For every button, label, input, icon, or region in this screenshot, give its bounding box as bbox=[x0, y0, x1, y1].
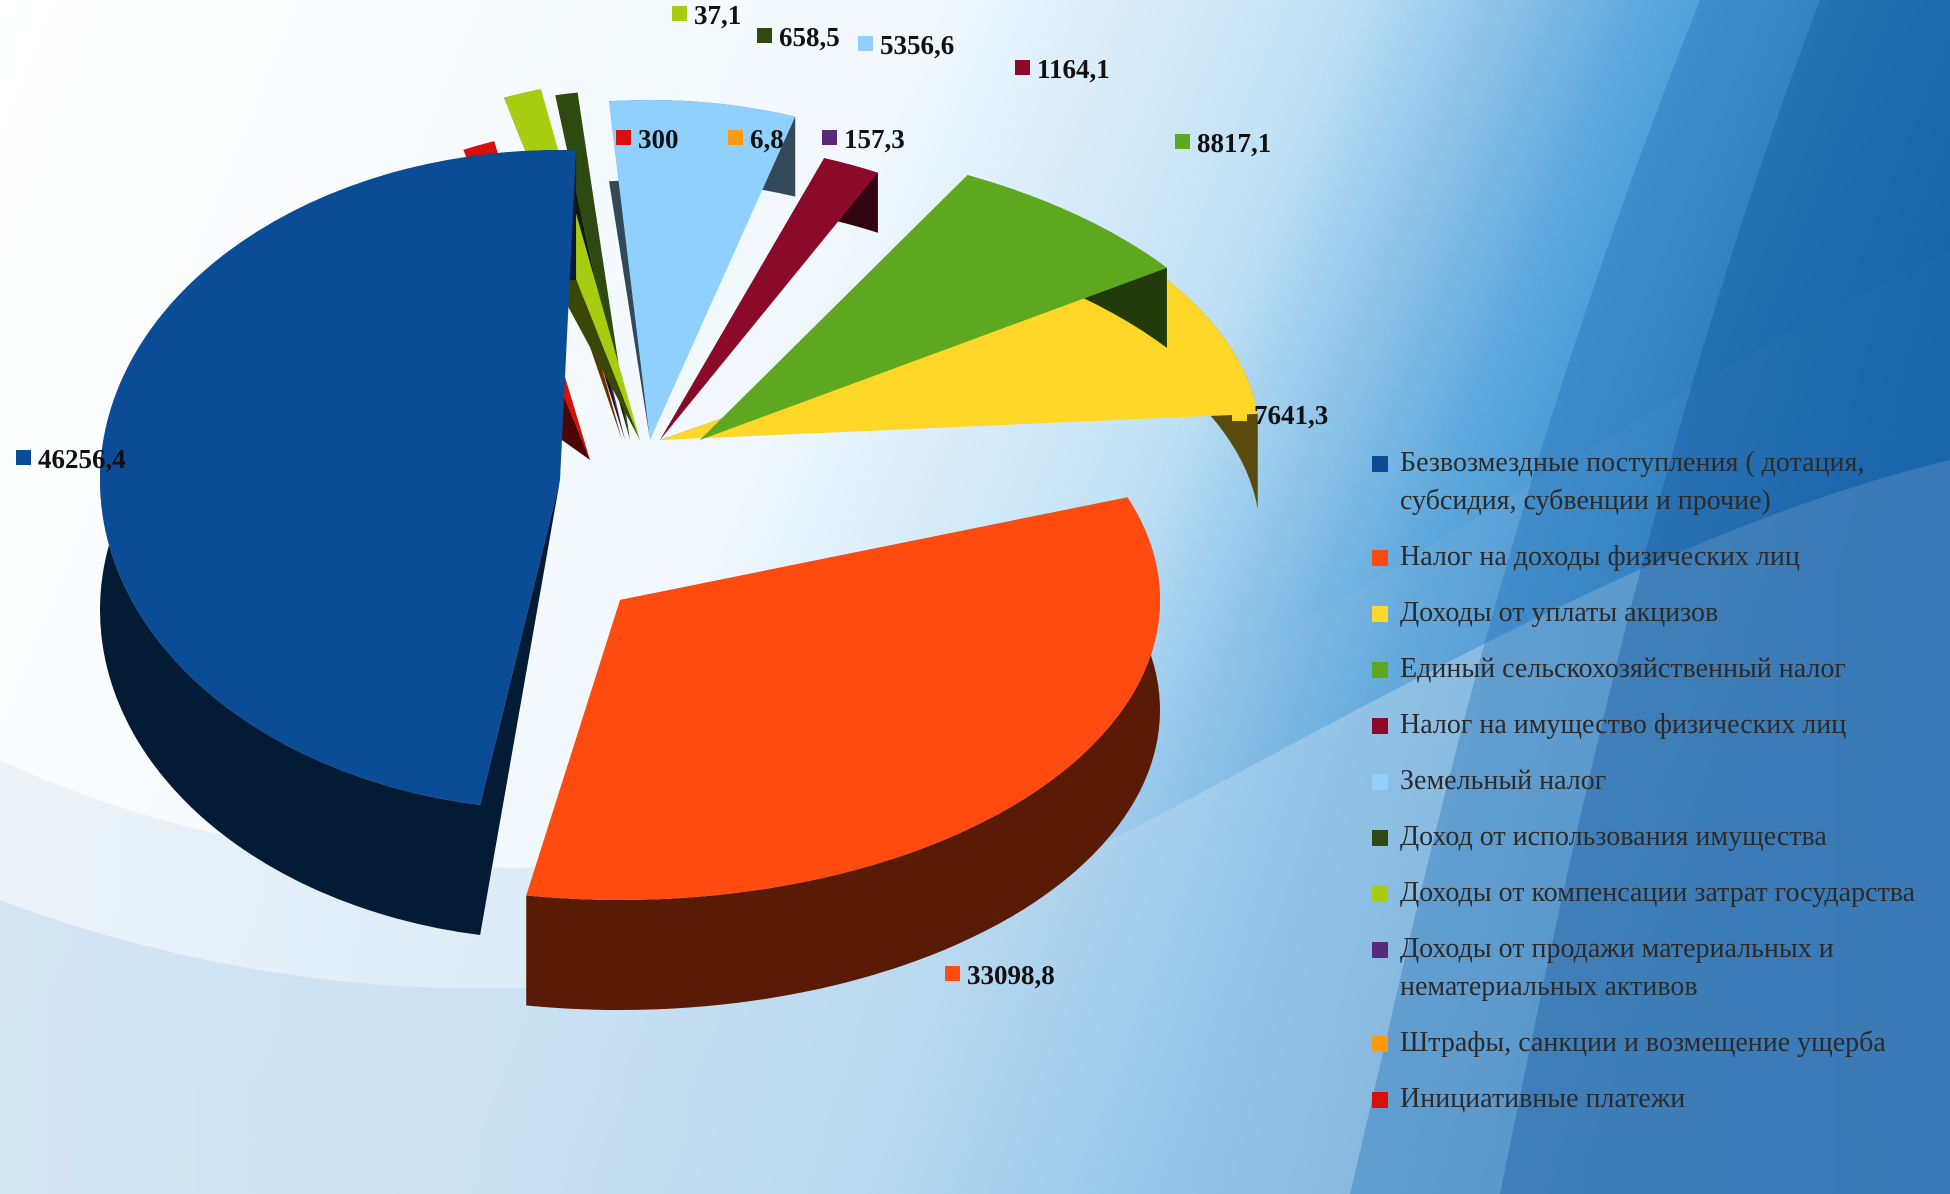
data-label-безвозмездные-поступления-дотация-субсидия-субвенции-и-прочие: 46256,4 bbox=[16, 444, 126, 474]
legend-swatch bbox=[1372, 942, 1388, 958]
slice-налог-на-доходы-физических-лиц bbox=[526, 497, 1160, 1011]
data-label-налог-на-доходы-физических-лиц: 33098,8 bbox=[945, 960, 1055, 990]
legend-item: Инициативные платежи bbox=[1368, 1080, 1948, 1118]
slice-top bbox=[700, 175, 1167, 440]
pie-slices bbox=[100, 89, 1258, 1011]
legend-item: Штрафы, санкции и возмещение ущерба bbox=[1368, 1024, 1948, 1062]
legend-label: Доходы от уплаты акцизов bbox=[1400, 597, 1719, 628]
data-label-штрафы-санкции-и-возмещение-ущерба: 6,8 bbox=[728, 124, 784, 154]
chart-legend: Безвозмездные поступления ( дотация, суб… bbox=[1368, 444, 1948, 1136]
data-label-доходы-от-уплаты-акцизов: 7641,3 bbox=[1232, 400, 1328, 430]
data-label-swatch bbox=[858, 36, 873, 51]
data-label-swatch bbox=[728, 130, 743, 145]
slice-безвозмездные-поступления-дотация-субсидия-субвенции-и-прочие bbox=[100, 150, 577, 935]
data-label-text: 1164,1 bbox=[1037, 54, 1110, 84]
data-label-text: 37,1 bbox=[694, 0, 741, 30]
legend-label: Безвозмездные поступления ( дотация, суб… bbox=[1400, 447, 1865, 516]
slice-side bbox=[526, 497, 1160, 1011]
legend-item: Доходы от уплаты акцизов bbox=[1368, 594, 1948, 632]
legend-swatch bbox=[1372, 886, 1388, 902]
data-label-text: 7641,3 bbox=[1254, 400, 1328, 430]
data-label-инициативные-платежи: 300 bbox=[616, 124, 679, 154]
legend-item: Налог на имущество физических лиц bbox=[1368, 706, 1948, 744]
data-label-swatch bbox=[757, 28, 772, 43]
legend-label: Налог на доходы физических лиц bbox=[1400, 541, 1800, 572]
data-label-swatch bbox=[822, 130, 837, 145]
data-label-text: 658,5 bbox=[779, 22, 840, 52]
data-label-доходы-от-продажи-материальных-и-нематериальных-активов: 157,3 bbox=[822, 124, 905, 154]
legend-item: Налог на доходы физических лиц bbox=[1368, 538, 1948, 576]
legend-item: Земельный налог bbox=[1368, 762, 1948, 800]
slice-земельный-налог bbox=[609, 99, 796, 440]
legend-label: Доход от использования имущества bbox=[1400, 821, 1827, 852]
data-label-swatch bbox=[1015, 60, 1030, 75]
data-label-swatch bbox=[672, 6, 687, 21]
legend-item: Безвозмездные поступления ( дотация, суб… bbox=[1368, 444, 1948, 520]
data-label-доходы-от-компенсации-затрат-государства: 37,1 bbox=[672, 0, 741, 30]
data-label-text: 157,3 bbox=[844, 124, 905, 154]
data-label-text: 6,8 bbox=[750, 124, 784, 154]
data-label-text: 8817,1 bbox=[1197, 128, 1271, 158]
legend-label: Штрафы, санкции и возмещение ущерба bbox=[1400, 1027, 1886, 1058]
legend-item: Единый сельскохозяйственный налог bbox=[1368, 650, 1948, 688]
legend-swatch bbox=[1372, 1092, 1388, 1108]
data-label-swatch bbox=[1175, 134, 1190, 149]
slice-top bbox=[609, 99, 796, 440]
data-label-text: 5356,6 bbox=[880, 30, 954, 60]
data-label-swatch bbox=[945, 966, 960, 981]
data-label-swatch bbox=[16, 450, 31, 465]
legend-label: Земельный налог bbox=[1400, 765, 1607, 796]
slice-налог-на-имущество-физических-лиц bbox=[660, 158, 878, 440]
data-label-налог-на-имущество-физических-лиц: 1164,1 bbox=[1015, 54, 1110, 84]
data-label-swatch bbox=[616, 130, 631, 145]
legend-label: Доходы от продажи материальных и нематер… bbox=[1400, 933, 1834, 1002]
legend-item: Доход от использования имущества bbox=[1368, 818, 1948, 856]
legend-swatch bbox=[1372, 456, 1388, 472]
legend-label: Доходы от компенсации затрат государства bbox=[1400, 877, 1916, 908]
legend-swatch bbox=[1372, 606, 1388, 622]
slice-единый-сельскохозяйственный-налог bbox=[700, 175, 1167, 440]
data-label-единый-сельскохозяйственный-налог: 8817,1 bbox=[1175, 128, 1271, 158]
legend-swatch bbox=[1372, 830, 1388, 846]
data-label-text: 46256,4 bbox=[38, 444, 126, 474]
data-labels: 46256,4 33098,8 7641,3 8817,1 1164,1 5356,6 65… bbox=[16, 0, 1328, 990]
legend-swatch bbox=[1372, 662, 1388, 678]
data-label-text: 33098,8 bbox=[967, 960, 1055, 990]
legend-item: Доходы от компенсации затрат государства bbox=[1368, 874, 1948, 912]
data-label-доход-от-использования-имущества: 658,5 bbox=[757, 22, 840, 52]
legend-swatch bbox=[1372, 550, 1388, 566]
legend-swatch bbox=[1372, 718, 1388, 734]
legend-item: Доходы от продажи материальных и нематер… bbox=[1368, 930, 1948, 1006]
slice-top bbox=[526, 497, 1160, 900]
legend-label: Налог на имущество физических лиц bbox=[1400, 709, 1847, 740]
legend-swatch bbox=[1372, 1036, 1388, 1052]
legend-label: Единый сельскохозяйственный налог bbox=[1400, 653, 1846, 684]
data-label-swatch bbox=[1232, 406, 1247, 421]
data-label-text: 300 bbox=[638, 124, 679, 154]
legend-swatch bbox=[1372, 774, 1388, 790]
data-label-земельный-налог: 5356,6 bbox=[858, 30, 954, 60]
slice-top bbox=[100, 150, 577, 805]
slice-top bbox=[660, 158, 878, 440]
legend-label: Инициативные платежи bbox=[1400, 1083, 1686, 1114]
